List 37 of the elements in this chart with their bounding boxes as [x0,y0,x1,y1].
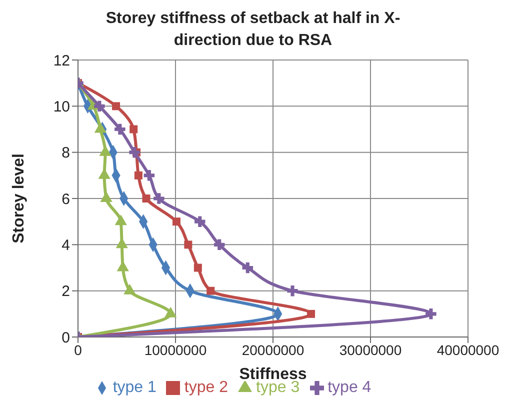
point [307,310,316,318]
x-tick-label: 30000000 [339,342,402,358]
y-tick-label: 12 [53,52,70,70]
y-tick-label: 2 [62,283,70,300]
point [172,218,180,226]
point [112,102,120,110]
y-tick-label: 6 [62,190,70,208]
point [184,240,192,249]
x-tick-label: 10000000 [144,342,207,358]
point [194,264,202,272]
point [154,193,164,204]
point [94,100,105,112]
legend-label: type 4 [328,379,372,396]
point [134,171,142,180]
y-tick-label: 10 [53,98,70,116]
point [129,146,140,158]
point [242,262,254,274]
point [194,216,206,227]
legend-label: type 3 [256,379,300,396]
legend-label: type 2 [184,379,228,396]
point [144,170,155,181]
y-tick-label: 8 [62,144,70,162]
point [114,124,126,135]
x-tick-label: 20000000 [242,342,304,358]
point [206,286,215,295]
point [287,285,298,296]
x-tick-label: 40000000 [436,342,500,358]
y-tick-label: 0 [62,329,70,346]
point [426,308,436,320]
chart-title: Storey stiffness of setback at half in X-direction due to RSA [104,9,402,51]
y-tick-label: 4 [62,236,70,254]
point [130,125,138,134]
point [214,239,225,250]
y-axis-title: Storey level [10,154,28,244]
point [142,194,150,202]
legend-label: type 1 [112,379,156,396]
x-tick-label: 0 [74,342,82,358]
